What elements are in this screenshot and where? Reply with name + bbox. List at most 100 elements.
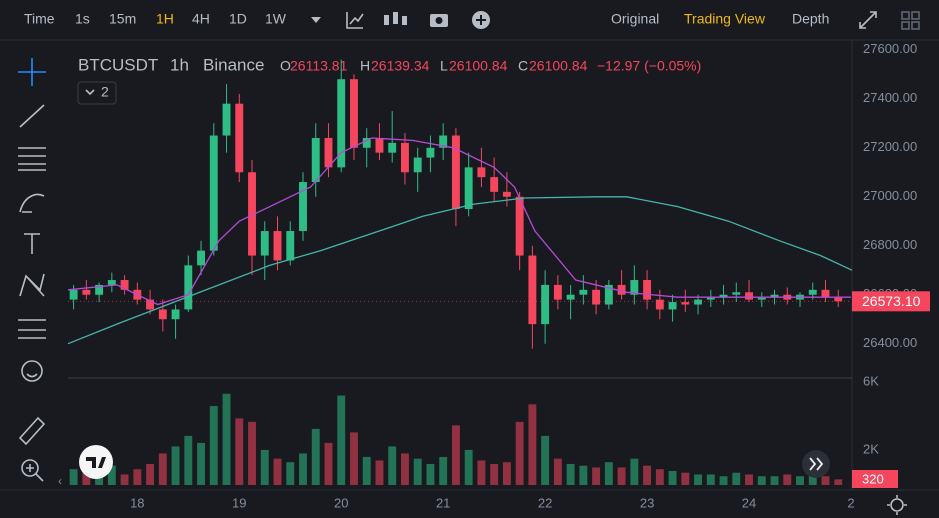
volume-bar — [681, 472, 690, 485]
moving-average — [67, 137, 851, 306]
emoji-tool[interactable] — [21, 360, 43, 382]
interval-button[interactable]: 15m — [109, 11, 136, 27]
ohlc-value: 26100.84 — [529, 58, 588, 74]
candle-body — [248, 172, 256, 256]
candle-body — [655, 299, 664, 310]
volume-bar — [541, 435, 550, 485]
fib-tool[interactable] — [18, 319, 46, 339]
volume-bar — [477, 460, 486, 485]
volume-bar — [579, 465, 588, 485]
candle-body — [528, 255, 537, 325]
candle-body — [770, 294, 779, 298]
layout-icon[interactable] — [901, 11, 920, 30]
time-tick-label: 18 — [130, 495, 144, 510]
volume-bar — [821, 476, 830, 485]
candle-body — [541, 284, 550, 325]
scroll-left[interactable]: ‹ — [58, 474, 62, 488]
volume-bar — [362, 456, 371, 485]
candle-body — [719, 294, 728, 298]
interval: 1h — [170, 55, 189, 74]
candle-body — [260, 231, 269, 256]
volume-bar — [451, 425, 460, 485]
last-price-box — [852, 291, 930, 312]
candle-body — [286, 231, 295, 261]
crosshair-tool[interactable] — [18, 58, 46, 86]
volume-bar — [553, 458, 562, 485]
volume-bar — [706, 474, 715, 485]
time-tick-label: 22 — [538, 495, 552, 510]
view-tab[interactable]: Original — [611, 11, 659, 27]
zoom-tool[interactable] — [21, 459, 44, 482]
time-button[interactable]: Time — [24, 11, 55, 27]
horizontal-line-tool[interactable] — [18, 147, 46, 171]
candle-body — [197, 250, 205, 266]
candle-body — [388, 142, 397, 153]
volume-bar — [337, 395, 346, 485]
interval-button[interactable]: 1W — [265, 11, 287, 27]
last-price-label: 26573.10 — [862, 293, 921, 309]
screenshot-icon[interactable] — [430, 14, 448, 27]
ohlc-key: O — [280, 58, 291, 74]
volume-bar — [400, 453, 409, 485]
candle-body — [834, 297, 843, 302]
ruler-tool[interactable] — [18, 416, 46, 446]
volume-bar — [770, 476, 779, 485]
last-volume-label: 320 — [862, 471, 884, 486]
brush-tool[interactable] — [19, 193, 45, 213]
candle-body — [821, 289, 830, 298]
volume-bar — [668, 470, 677, 485]
volume-bar — [413, 458, 422, 485]
candle-body — [477, 167, 486, 178]
candle-body — [146, 299, 155, 310]
symbol: BTCUSDT — [78, 55, 158, 74]
interval-button[interactable]: 4H — [192, 11, 210, 27]
candle-type-icon[interactable] — [384, 12, 407, 25]
pattern-tool[interactable] — [19, 273, 45, 297]
volume-bar — [694, 474, 703, 485]
volume-bar — [643, 465, 652, 485]
more-intervals[interactable] — [311, 17, 321, 23]
candle-body — [120, 280, 129, 290]
text-tool[interactable] — [24, 233, 40, 254]
candle-body — [362, 137, 371, 148]
volume-bar — [502, 462, 511, 485]
volume-bar — [515, 421, 524, 485]
indicator-toggle[interactable] — [77, 81, 117, 105]
candle-body — [95, 284, 104, 295]
volume-bar — [388, 446, 397, 485]
time-tick-label: 19 — [232, 495, 246, 510]
interval-button[interactable]: 1D — [229, 11, 247, 27]
volume-bar — [171, 446, 180, 485]
ohlc-value: 26139.34 — [371, 58, 430, 74]
volume-bar — [311, 428, 320, 485]
ohlc-key: C — [518, 58, 528, 74]
time-tick-label: 21 — [436, 495, 450, 510]
volume-bar — [655, 469, 664, 485]
scroll-to-latest[interactable] — [802, 450, 830, 478]
indicator-icon[interactable] — [346, 12, 364, 29]
volume-bar — [82, 472, 91, 485]
volume-bar — [745, 474, 753, 485]
ohlc-value: 26100.84 — [449, 58, 508, 74]
candle-body — [337, 79, 346, 168]
view-tab[interactable]: Depth — [792, 11, 829, 27]
volume-bar — [286, 462, 295, 485]
candle-body — [566, 294, 575, 300]
volume-bar — [834, 479, 843, 485]
top-toolbar: Time 1s 15m 1H 4H 1D 1W Original Trading… — [24, 11, 920, 30]
line-tool[interactable] — [19, 104, 45, 128]
interval-button[interactable]: 1s — [75, 11, 90, 27]
drawing-toolbar — [18, 58, 46, 482]
settings-icon[interactable] — [887, 495, 907, 515]
time-tick-label: 23 — [640, 495, 654, 510]
candle-body — [490, 177, 499, 192]
price-tick-label: 27000.00 — [863, 188, 917, 203]
volume-bar — [439, 456, 448, 485]
add-icon[interactable] — [472, 11, 490, 29]
interval-button[interactable]: 1H — [156, 11, 174, 27]
view-tab[interactable]: Trading View — [684, 11, 766, 27]
volume-bar — [235, 418, 244, 485]
fullscreen-icon[interactable] — [859, 11, 877, 29]
candle-body — [222, 103, 231, 136]
